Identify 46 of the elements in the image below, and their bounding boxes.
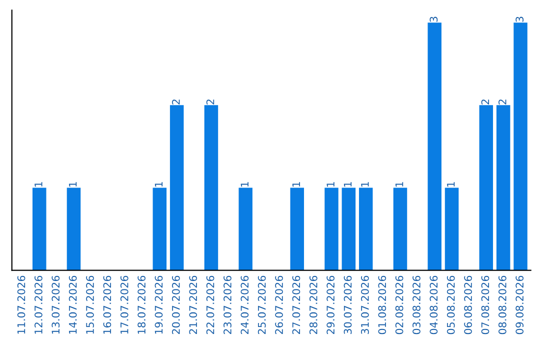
x-tick-label: 27.07.2026 — [292, 276, 300, 334]
x-tick-label: 25.07.2026 — [258, 276, 266, 334]
data-label: 2 — [172, 100, 180, 104]
data-label: 1 — [69, 182, 77, 187]
x-tick-label: 09.08.2026 — [516, 276, 524, 334]
data-label: 1 — [154, 182, 163, 187]
data-label: 1 — [34, 182, 42, 187]
x-tick-label: 17.07.2026 — [120, 276, 128, 334]
x-tick-label: 31.07.2026 — [361, 276, 369, 334]
data-label: 3 — [430, 16, 438, 22]
x-tick-label: 07.08.2026 — [481, 276, 490, 334]
data-label: 1 — [396, 182, 404, 187]
x-tick-label: 24.07.2026 — [240, 276, 249, 334]
x-tick-label: 15.07.2026 — [86, 276, 94, 334]
x-tick-label: 13.07.2026 — [52, 276, 60, 334]
x-tick-label: 04.08.2026 — [430, 276, 438, 334]
x-tick-label: 20.07.2026 — [172, 276, 180, 334]
data-label: 1 — [361, 182, 369, 187]
x-tick-label: 08.08.2026 — [498, 276, 506, 334]
data-label: 1 — [344, 182, 352, 187]
data-label: 2 — [206, 100, 214, 104]
x-tick-label: 03.08.2026 — [412, 276, 420, 334]
x-tick-label: 21.07.2026 — [189, 276, 198, 334]
x-tick-label: 14.07.2026 — [68, 276, 77, 334]
x-tick-label: 23.07.2026 — [224, 276, 232, 334]
data-label: 1 — [326, 182, 334, 187]
data-label: 1 — [292, 182, 300, 187]
x-tick-label: 02.08.2026 — [395, 276, 404, 334]
data-label: 1 — [447, 182, 455, 187]
x-tick-label: 01.08.2026 — [378, 276, 386, 334]
x-tick-label: 12.07.2026 — [34, 276, 42, 334]
x-tick-label: 29.07.2026 — [326, 276, 335, 334]
x-tick-label: 26.07.2026 — [275, 276, 283, 334]
x-tick-label: 18.07.2026 — [138, 276, 146, 334]
data-label: 3 — [516, 16, 524, 22]
data-label: 1 — [240, 182, 248, 187]
x-tick-label: 22.07.2026 — [206, 276, 214, 334]
data-label: 2 — [498, 100, 506, 104]
x-tick-label: 06.08.2026 — [464, 276, 472, 334]
x-tick-label: 28.07.2026 — [309, 276, 318, 334]
x-tick-label: 05.08.2026 — [446, 276, 455, 334]
x-tick-label: 30.07.2026 — [344, 276, 352, 334]
data-label: 2 — [481, 100, 490, 104]
x-tick-label: 19.07.2026 — [154, 276, 163, 334]
x-tick-label: 11.07.2026 — [17, 276, 26, 334]
x-tick-label: 16.07.2026 — [103, 276, 112, 334]
